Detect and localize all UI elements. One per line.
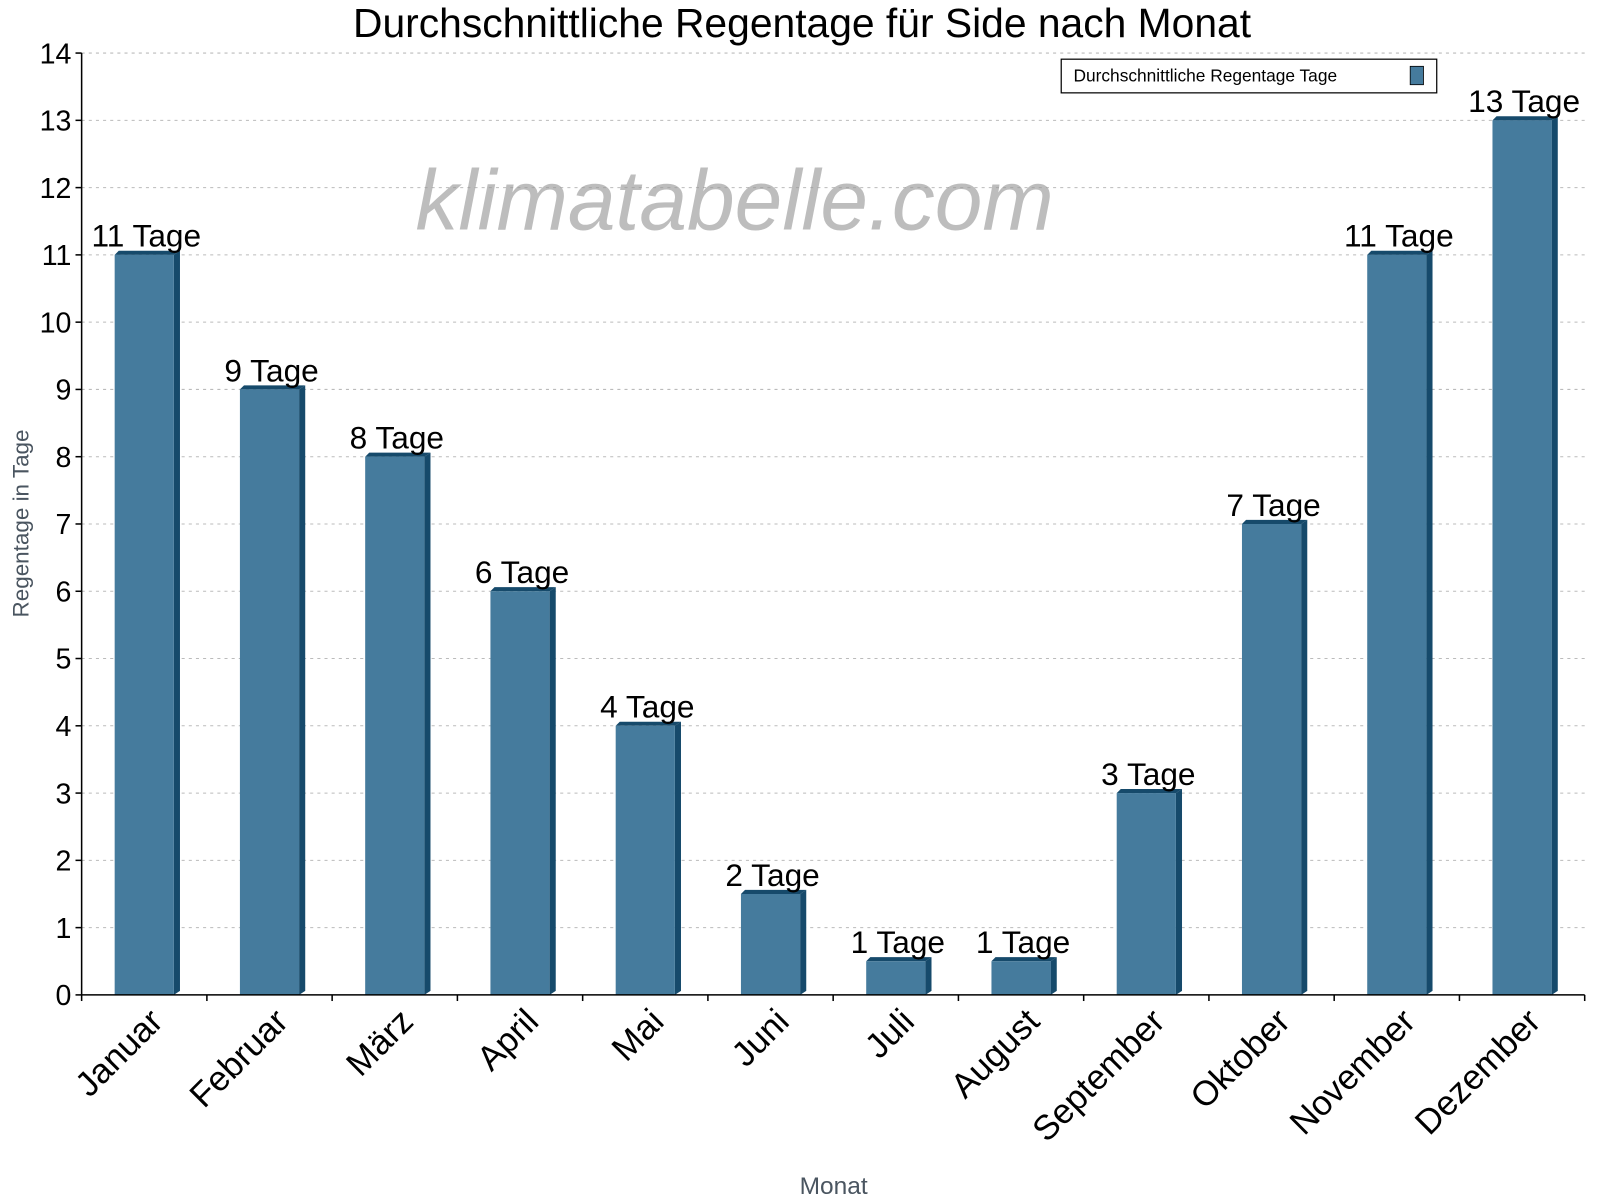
bar-side xyxy=(1551,116,1558,995)
x-tick-label: August xyxy=(944,1002,1047,1105)
y-tick-label: 10 xyxy=(40,307,72,339)
y-tick-label: 11 xyxy=(42,240,72,272)
bar xyxy=(1116,793,1176,995)
x-tick-label: Juni xyxy=(725,1002,797,1074)
data-label: 11 Tage xyxy=(1344,218,1454,254)
bar-top xyxy=(1116,788,1183,794)
legend-label: Durchschnittliche Regentage Tage xyxy=(1073,66,1337,86)
bar xyxy=(365,456,425,995)
bar xyxy=(1241,523,1302,995)
bar-top xyxy=(991,957,1057,962)
bar-top xyxy=(615,721,681,726)
data-label: 1 Tage xyxy=(976,924,1070,960)
data-label: 13 Tage xyxy=(1468,83,1580,119)
bar xyxy=(1367,254,1427,995)
bar-top xyxy=(866,957,932,962)
bar-side xyxy=(424,452,431,995)
data-label: 6 Tage xyxy=(475,554,569,590)
x-tick-label: Oktober xyxy=(1184,1002,1298,1116)
x-tick-label: November xyxy=(1283,1002,1423,1142)
data-label: 8 Tage xyxy=(350,420,444,456)
bars xyxy=(114,116,1558,995)
bar-top xyxy=(740,889,807,894)
x-tick-label: Mai xyxy=(605,1002,671,1068)
bar-side xyxy=(925,957,932,995)
bar-side xyxy=(674,721,681,995)
bar xyxy=(740,893,801,995)
bar xyxy=(1492,120,1552,995)
y-tick-label: 2 xyxy=(56,846,72,878)
y-tick-label: 13 xyxy=(40,106,72,138)
x-tick-label: Februar xyxy=(183,1002,296,1115)
bar-top xyxy=(365,452,431,457)
x-tick-label: April xyxy=(470,1002,546,1078)
y-tick-label: 12 xyxy=(40,173,72,205)
bar-side xyxy=(1175,788,1183,995)
x-tick-label: Juli xyxy=(858,1002,922,1066)
y-tick-label: 9 xyxy=(56,375,72,407)
x-tick-label: Januar xyxy=(68,1002,170,1104)
legend: Durchschnittliche Regentage Tage xyxy=(1060,58,1438,94)
x-tick-label: September xyxy=(1026,1002,1173,1149)
bar-top xyxy=(490,587,556,592)
watermark: klimatabelle.com xyxy=(416,153,1054,249)
bar xyxy=(490,591,550,995)
bar-side xyxy=(1426,250,1433,995)
data-label: 2 Tage xyxy=(725,857,819,893)
bar xyxy=(114,254,174,995)
bar-side xyxy=(549,587,556,995)
grid-lines xyxy=(81,52,1585,929)
bar-side xyxy=(1050,957,1057,995)
bar xyxy=(615,725,675,995)
bar-side xyxy=(1301,519,1308,995)
bar-side xyxy=(800,889,807,995)
data-label: 4 Tage xyxy=(600,689,694,725)
y-tick-label: 7 xyxy=(56,509,72,541)
y-axis-label: Regentage in Tage xyxy=(9,429,34,617)
bar-side xyxy=(173,250,180,995)
x-tick-label: Dezember xyxy=(1408,1002,1548,1142)
data-label: 3 Tage xyxy=(1101,756,1195,792)
y-tick-label: 0 xyxy=(56,980,72,1012)
bar-top xyxy=(114,250,180,255)
bar xyxy=(866,961,926,995)
bar-top xyxy=(1367,250,1433,255)
bar-side xyxy=(299,385,306,995)
data-label: 7 Tage xyxy=(1226,487,1320,523)
legend-box xyxy=(1060,58,1438,94)
y-tick-label: 5 xyxy=(56,644,72,676)
x-axis-label: Monat xyxy=(800,1173,868,1200)
bar xyxy=(991,961,1051,995)
data-label: 11 Tage xyxy=(91,218,201,254)
y-tick-label: 14 xyxy=(40,38,72,70)
y-tick-label: 1 xyxy=(56,913,72,945)
y-tick-label: 4 xyxy=(56,711,72,743)
chart-title: Durchschnittliche Regentage für Side nac… xyxy=(353,0,1252,46)
bar-top xyxy=(239,385,306,390)
y-tick-label: 3 xyxy=(56,778,72,810)
data-label: 9 Tage xyxy=(224,352,318,388)
data-labels: 11 Tage 9 Tage 8 Tage 6 Tage 4 Tage 2 Tage 1 T… xyxy=(91,83,1580,960)
legend-swatch xyxy=(1409,65,1424,86)
y-tick-label: 8 xyxy=(56,442,72,474)
bar-top xyxy=(1492,116,1558,121)
y-tick-label: 6 xyxy=(56,576,72,608)
bar-top xyxy=(1241,519,1308,524)
x-tick-label: März xyxy=(339,1002,420,1083)
data-label: 1 Tage xyxy=(851,924,945,960)
bar xyxy=(239,389,300,995)
